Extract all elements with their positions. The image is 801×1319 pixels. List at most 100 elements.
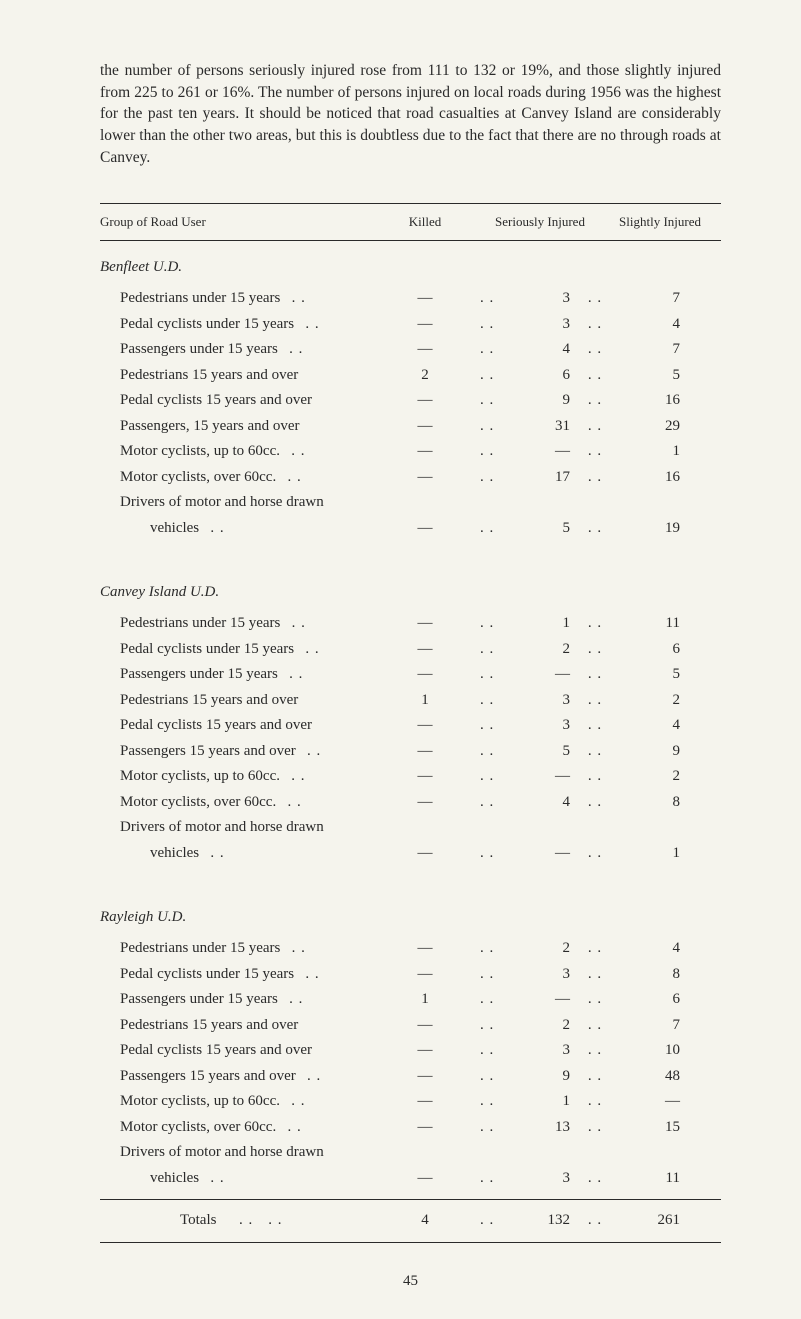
row-serious: — (510, 439, 570, 465)
row-slight (620, 490, 680, 516)
row-label: Pedestrians under 15 years . . (100, 611, 370, 637)
row-label: Passengers under 15 years . . (100, 337, 370, 363)
row-killed: — (370, 1038, 480, 1064)
table-row: vehicles . .—. .—. .1 (100, 841, 721, 867)
row-slight: 19 (620, 516, 680, 542)
row-slight (620, 815, 680, 841)
row-slight: 11 (620, 1166, 680, 1192)
row-killed: — (370, 637, 480, 663)
row-label: vehicles . . (100, 516, 370, 542)
row-killed: — (370, 312, 480, 338)
table-row: Pedal cyclists under 15 years . .—. .3. … (100, 962, 721, 988)
row-serious: 3 (510, 688, 570, 714)
row-killed: — (370, 936, 480, 962)
row-label: Motor cyclists, up to 60cc. . . (100, 1089, 370, 1115)
header-slight: Slightly Injured (600, 214, 720, 230)
totals-killed: 4 (370, 1208, 480, 1234)
table-row: Motor cyclists, over 60cc. . .—. .17. .1… (100, 465, 721, 491)
section-title: Benfleet U.D. (100, 259, 721, 276)
row-serious: 17 (510, 465, 570, 491)
row-slight: 4 (620, 312, 680, 338)
row-slight: 1 (620, 439, 680, 465)
table-row: Passengers under 15 years . .1. .—. .6 (100, 987, 721, 1013)
row-label: Passengers 15 years and over . . (100, 1064, 370, 1090)
row-killed: 2 (370, 363, 480, 389)
row-serious: 9 (510, 388, 570, 414)
table-row: Pedal cyclists under 15 years . .—. .2. … (100, 637, 721, 663)
table-row: Motor cyclists, up to 60cc. . .—. .—. .2 (100, 764, 721, 790)
row-label: Pedestrians under 15 years . . (100, 936, 370, 962)
row-serious: 3 (510, 1166, 570, 1192)
row-label: Motor cyclists, up to 60cc. . . (100, 439, 370, 465)
row-killed: 1 (370, 987, 480, 1013)
row-slight: 8 (620, 962, 680, 988)
row-killed: — (370, 764, 480, 790)
table-row: Pedestrians under 15 years . .—. .3. .7 (100, 286, 721, 312)
row-label: Drivers of motor and horse drawn (100, 490, 370, 516)
row-serious: 1 (510, 611, 570, 637)
row-slight: 2 (620, 688, 680, 714)
row-label: Pedal cyclists 15 years and over (100, 1038, 370, 1064)
table-row: Drivers of motor and horse drawn (100, 490, 721, 516)
row-label: Passengers under 15 years . . (100, 987, 370, 1013)
row-serious: 6 (510, 363, 570, 389)
table-row: vehicles . .—. .5. .19 (100, 516, 721, 542)
row-serious: 3 (510, 312, 570, 338)
row-serious: 4 (510, 790, 570, 816)
row-serious (510, 815, 570, 841)
row-killed: — (370, 388, 480, 414)
totals-label: Totals . . . . (100, 1208, 370, 1234)
row-killed: — (370, 739, 480, 765)
table-row: Pedal cyclists 15 years and over—. .3. .… (100, 713, 721, 739)
row-slight: 8 (620, 790, 680, 816)
row-killed: — (370, 286, 480, 312)
row-serious: 13 (510, 1115, 570, 1141)
row-killed: — (370, 1166, 480, 1192)
table-header-row: Group of Road User Killed Seriously Inju… (100, 204, 721, 241)
row-killed: — (370, 662, 480, 688)
table-row: Passengers under 15 years . .—. .—. .5 (100, 662, 721, 688)
totals-serious: 132 (510, 1208, 570, 1234)
row-slight: 10 (620, 1038, 680, 1064)
row-slight: 2 (620, 764, 680, 790)
row-serious: — (510, 841, 570, 867)
row-slight: 9 (620, 739, 680, 765)
row-label: Passengers under 15 years . . (100, 662, 370, 688)
row-slight: 1 (620, 841, 680, 867)
row-killed: 1 (370, 688, 480, 714)
row-label: Pedal cyclists under 15 years . . (100, 312, 370, 338)
totals-row: Totals . . . . 4 . . 132 . . 261 (100, 1199, 721, 1242)
row-label: Pedestrians under 15 years . . (100, 286, 370, 312)
row-slight: 5 (620, 363, 680, 389)
row-slight: 5 (620, 662, 680, 688)
row-slight: 4 (620, 713, 680, 739)
row-slight: 6 (620, 987, 680, 1013)
row-label: Drivers of motor and horse drawn (100, 815, 370, 841)
row-killed: — (370, 1064, 480, 1090)
table-row: Drivers of motor and horse drawn (100, 1140, 721, 1166)
row-label: vehicles . . (100, 1166, 370, 1192)
section-title: Canvey Island U.D. (100, 584, 721, 601)
totals-slight: 261 (620, 1208, 680, 1234)
row-slight: 7 (620, 337, 680, 363)
table-row: Motor cyclists, up to 60cc. . .—. .1. .— (100, 1089, 721, 1115)
row-slight: 16 (620, 388, 680, 414)
row-killed: — (370, 1089, 480, 1115)
row-killed (370, 490, 480, 516)
header-group: Group of Road User (100, 214, 370, 230)
table-row: Passengers under 15 years . .—. .4. .7 (100, 337, 721, 363)
row-label: Pedal cyclists under 15 years . . (100, 962, 370, 988)
table-row: Drivers of motor and horse drawn (100, 815, 721, 841)
row-slight: 11 (620, 611, 680, 637)
row-label: Passengers, 15 years and over (100, 414, 370, 440)
row-serious: 31 (510, 414, 570, 440)
table-row: Motor cyclists, over 60cc. . .—. .13. .1… (100, 1115, 721, 1141)
row-serious (510, 1140, 570, 1166)
table-row: Motor cyclists, over 60cc. . .—. .4. .8 (100, 790, 721, 816)
row-label: Motor cyclists, over 60cc. . . (100, 465, 370, 491)
row-slight: 4 (620, 936, 680, 962)
row-serious: 3 (510, 962, 570, 988)
row-slight: 7 (620, 1013, 680, 1039)
row-slight: 29 (620, 414, 680, 440)
table-row: Pedestrians under 15 years . .—. .1. .11 (100, 611, 721, 637)
